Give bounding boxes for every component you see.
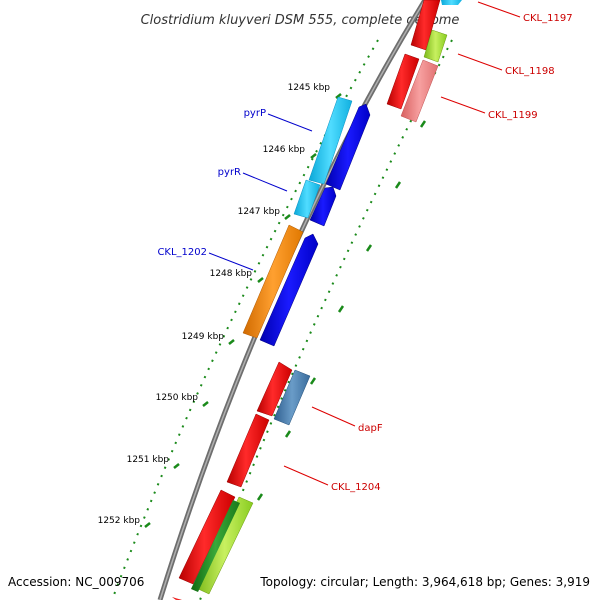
feature-dapF[interactable] [273,369,311,426]
label-CKL_1197[interactable]: CKL_1197 [477,1,573,24]
tick-label: 1248 kbp [210,269,253,279]
label-pyrR[interactable]: pyrR [218,167,288,192]
feature-blue-cds[interactable] [325,103,371,191]
label-pyrP[interactable]: pyrP [244,108,313,132]
tick-label: 1246 kbp [263,145,306,155]
feature-pyrR[interactable] [293,179,321,219]
tick-label: 1251 kbp [127,455,170,465]
feature-CKL_1199[interactable] [400,59,439,123]
label-text: dapF [358,423,383,434]
feature-cds-red[interactable] [226,413,270,488]
label-text: CKL_1199 [488,110,538,121]
feature-cds-red[interactable] [172,597,182,600]
inner-ring-ticks [256,120,427,501]
label-text: CKL_1197 [523,13,573,24]
tick-label: 1247 kbp [238,207,281,217]
feature-CKL_1197[interactable] [441,0,462,5]
outer-dotted-ring [111,39,379,600]
label-text: CKL_1204 [331,482,381,493]
feature-pyrP[interactable] [308,96,353,185]
label-CKL_1199[interactable]: CKL_1199 [440,96,538,121]
tick-label: 1249 kbp [182,332,225,342]
feature-cds-red[interactable] [256,361,293,417]
feature-blue-cds[interactable] [309,186,337,227]
label-dapF[interactable]: dapF [311,406,383,434]
label-text: CKL_1198 [505,66,555,77]
feature-blue-cds[interactable] [259,233,319,347]
label-CKL_1204[interactable]: CKL_1204 [283,465,381,493]
label-CKL_1198[interactable]: CKL_1198 [457,53,555,77]
scale-ticks: 1245 kbp 1246 kbp 1247 kbp 1248 kbp 1249… [98,83,342,528]
label-text: pyrR [218,167,241,178]
label-CKL_1202[interactable]: CKL_1202 [157,247,254,271]
feature-cds-red[interactable] [386,53,420,110]
tick-label: 1245 kbp [288,83,331,93]
tick-label: 1250 kbp [156,393,199,403]
map-title: Clostridium kluyveri DSM 555, complete g… [141,13,460,28]
feature-CKL_1202[interactable] [242,224,304,339]
feature-green-cds[interactable] [191,500,240,592]
tick-label: 1252 kbp [98,516,141,526]
label-text: CKL_1202 [157,247,207,258]
label-text: pyrP [244,108,266,119]
genome-summary-text: Topology: circular; Length: 3,964,618 bp… [259,575,590,589]
feature-CKL_1198[interactable] [423,29,448,63]
feature-cds-red[interactable] [178,489,236,585]
accession-text: Accession: NC_009706 [8,575,144,589]
